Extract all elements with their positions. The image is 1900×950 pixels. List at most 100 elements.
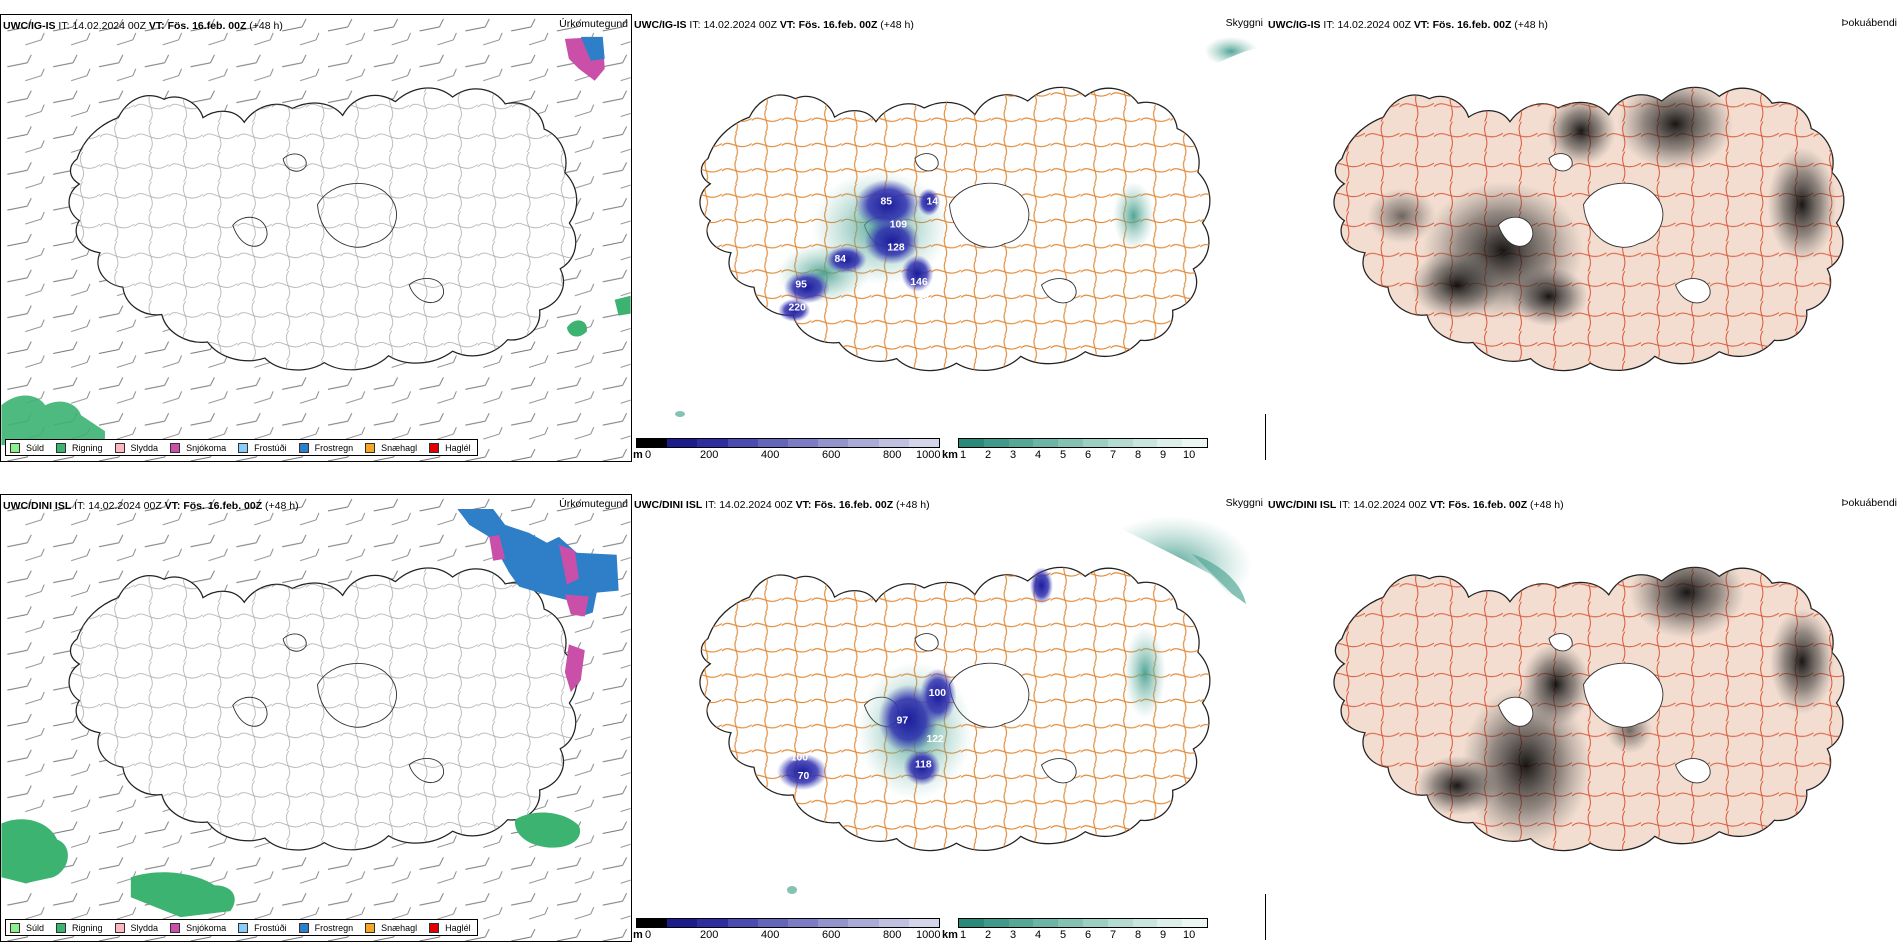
panel-header: UWC/IG-IS IT: 14.02.2024 00Z VT: Fös. 16… xyxy=(1268,19,1548,31)
colorbar-cell xyxy=(1033,439,1059,447)
colorbar-cell xyxy=(697,439,728,447)
colorbar-cell xyxy=(788,439,819,447)
legend-item: Snjókoma xyxy=(170,442,226,453)
cloud-base-label: 100 xyxy=(791,752,809,763)
tick-label: 200 xyxy=(700,929,719,941)
cloud-base-label: 220 xyxy=(789,302,807,313)
tick-label: 4 xyxy=(1035,929,1042,941)
cloud-visibility-map: 100 97 122 118 100 70 xyxy=(699,516,1252,894)
cloud-base-label: 84 xyxy=(835,254,847,265)
legend-item: Frostregn xyxy=(298,922,353,933)
fog-indicator-panel-igis: UWC/IG-IS IT: 14.02.2024 00Z VT: Fös. 16… xyxy=(1266,14,1900,462)
panel-title: Þokuábendi xyxy=(1841,497,1897,509)
tick-label: 400 xyxy=(761,929,780,941)
tick-label: 600 xyxy=(822,449,841,461)
colorbar-cell xyxy=(1107,919,1133,927)
colorbar-cell xyxy=(1082,919,1108,927)
legend-swatch xyxy=(238,442,249,453)
tick-label: 9 xyxy=(1160,449,1167,461)
tick-label: 10 xyxy=(1183,449,1196,461)
panel-header: UWC/IG-IS IT: 14.02.2024 00Z VT: Fös. 16… xyxy=(634,19,914,31)
precip-type-legend: Súld Rigning Slydda Snjókoma Frostúði Fr… xyxy=(5,439,478,456)
colorbar-cell xyxy=(908,439,940,447)
legend-item: Snæhagl xyxy=(365,922,417,933)
tick-label: 6 xyxy=(1085,929,1092,941)
colorbar-cell xyxy=(1157,439,1183,447)
colorbar-cell xyxy=(818,439,849,447)
cloud-base-label: 95 xyxy=(795,279,807,290)
legend-swatch xyxy=(10,442,20,453)
legend-item: Súld xyxy=(10,922,44,933)
colorbar-cell xyxy=(878,439,909,447)
legend-item: Frostregn xyxy=(298,442,353,453)
colorbar-cell xyxy=(757,919,789,927)
tick-label: 8 xyxy=(1135,929,1142,941)
colorbar-cell xyxy=(1008,439,1034,447)
legend-swatch xyxy=(114,922,125,933)
legend-item: Súld xyxy=(10,442,44,453)
legend-swatch xyxy=(56,922,67,933)
colorbar-cell xyxy=(697,919,728,927)
colorbar-cell xyxy=(983,439,1009,447)
panel-header: UWC/DINI ISL IT: 14.02.2024 00Z VT: Fös.… xyxy=(1268,499,1564,511)
legend-swatch xyxy=(429,442,440,453)
colorbar-cell xyxy=(727,439,758,447)
cloud-base-label: 14 xyxy=(927,197,939,208)
fog-indicator-panel-dini: UWC/DINI ISL IT: 14.02.2024 00Z VT: Fös.… xyxy=(1266,494,1900,942)
tick-label: 800 xyxy=(883,929,902,941)
fog-indicator-map xyxy=(1333,86,1845,372)
tick-label: 7 xyxy=(1110,449,1117,461)
tick-label: 0 xyxy=(645,929,652,941)
tick-label: 8 xyxy=(1135,449,1142,461)
tick-label: 1 xyxy=(960,449,967,461)
colorbar-cell xyxy=(983,919,1009,927)
colorbar-cell xyxy=(1132,439,1158,447)
colorbar-cell xyxy=(848,439,879,447)
colorbar-cell xyxy=(788,919,819,927)
visibility-unit: km xyxy=(942,929,958,941)
fog-legend: 0 60 xyxy=(1265,894,1266,940)
colorbar-cell xyxy=(959,919,984,927)
cloud-base-unit: m xyxy=(633,929,643,941)
colorbar-cell xyxy=(637,439,668,447)
panel-title: Skyggni xyxy=(1225,497,1263,509)
colorbar-cell xyxy=(1107,439,1133,447)
cloud-visibility-panel-igis: 85 109 128 14 84 95 146 13 220 UWC/IG-IS… xyxy=(632,14,1266,462)
colorbar-cell xyxy=(908,919,940,927)
colorbar-cell xyxy=(727,919,758,927)
colorbar-cell xyxy=(1157,919,1183,927)
colorbar-cell xyxy=(757,439,789,447)
legend-item: Rigning xyxy=(56,922,103,933)
colorbar-cell xyxy=(878,919,909,927)
panel-header: UWC/DINI ISL IT: 14.02.2024 00Z VT: Fös.… xyxy=(634,499,930,511)
legend-item: Slydda xyxy=(114,922,158,933)
panel-title: Þokuábendi xyxy=(1841,17,1897,29)
tick-label: 9 xyxy=(1160,929,1167,941)
tick-label: 1000 xyxy=(916,449,941,461)
tick-label: 400 xyxy=(761,449,780,461)
colorbar-cell xyxy=(667,439,698,447)
legend-item: Haglél xyxy=(429,442,471,453)
colorbar-cell xyxy=(1132,919,1158,927)
cloud-base-label: 70 xyxy=(798,771,810,782)
precip-type-map xyxy=(1,495,631,941)
colorbar-cell xyxy=(959,439,984,447)
legend-item: Snjókoma xyxy=(170,922,226,933)
visibility-unit: km xyxy=(942,449,958,461)
cloud-base-unit: m xyxy=(633,449,643,461)
tick-label: 7 xyxy=(1110,929,1117,941)
tick-label: 10 xyxy=(1183,929,1196,941)
legend-item: Slydda xyxy=(114,442,158,453)
legend-item: Frostúði xyxy=(238,442,287,453)
colorbar-cell xyxy=(1033,919,1059,927)
cloud-base-label: 128 xyxy=(887,243,905,254)
cloud-base-label: 118 xyxy=(915,759,932,770)
precip-type-panel-igis: UWC/IG-IS IT: 14.02.2024 00Z VT: Fös. 16… xyxy=(0,14,632,462)
cloud-visibility-map: 85 109 128 14 84 95 146 13 220 xyxy=(675,36,1258,417)
legend-item: Haglél xyxy=(429,922,471,933)
cloud-base-label: 97 xyxy=(897,716,909,727)
legend-swatch xyxy=(429,922,440,933)
precip-type-panel-dini: UWC/DINI ISL IT: 14.02.2024 00Z VT: Fös.… xyxy=(0,494,632,942)
panel-header: UWC/DINI ISL IT: 14.02.2024 00Z VT: Fös.… xyxy=(3,500,299,512)
colorbar-cell xyxy=(848,919,879,927)
